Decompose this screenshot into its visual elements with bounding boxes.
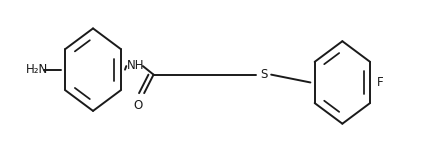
Text: S: S (260, 68, 267, 81)
Text: H₂N: H₂N (26, 63, 48, 76)
Text: F: F (377, 76, 383, 89)
Text: NH: NH (127, 59, 145, 72)
Text: O: O (133, 99, 142, 112)
